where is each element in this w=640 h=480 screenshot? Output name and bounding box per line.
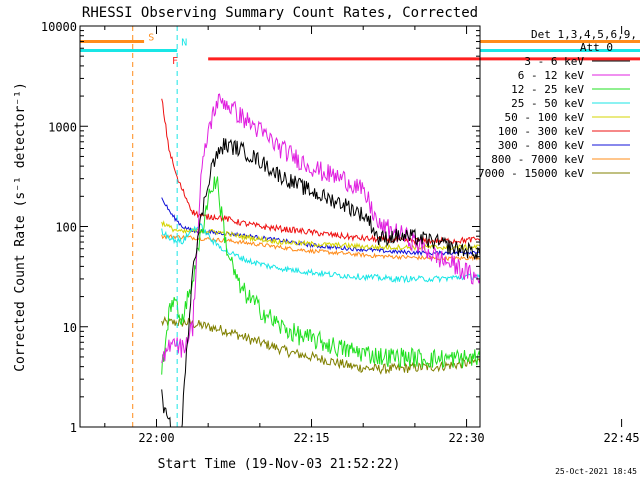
flag-bars: S NF <box>80 33 640 67</box>
legend-entry-label: 800 - 7000 keV <box>491 153 584 166</box>
x-tick-label: 22:30 <box>449 431 485 445</box>
chart-title: RHESSI Observing Summary Count Rates, Co… <box>82 5 478 21</box>
series-line-3 <box>161 223 480 284</box>
legend-entry-label: 6 - 12 keV <box>518 69 585 82</box>
legend-header-line1: Det 1,3,4,5,6,9, <box>531 28 637 41</box>
legend-header-line2: Att 0 <box>580 41 613 54</box>
y-tick-label: 1000 <box>48 120 77 134</box>
series-line-2 <box>161 176 480 375</box>
flag-label-N: N <box>181 37 187 48</box>
x-tick-label: 22:00 <box>138 431 174 445</box>
flag-label-F: F <box>172 56 178 67</box>
x-tick-label: 22:45 <box>604 431 640 445</box>
x-tick-label: 22:15 <box>293 431 329 445</box>
series-line-1 <box>161 93 480 364</box>
y-tick-label: 10 <box>63 321 77 335</box>
legend-entry-label: 12 - 25 keV <box>511 83 584 96</box>
series-line-5 <box>161 98 480 246</box>
timestamp: 25-Oct-2021 18:45 <box>555 467 637 476</box>
series-line-4 <box>161 220 480 251</box>
legend-entry-label: 3 - 6 keV <box>524 55 584 68</box>
legend-entry-label: 7000 - 15000 keV <box>478 167 584 180</box>
legend-entry-label: 100 - 300 keV <box>498 125 584 138</box>
axes: 22:0022:1522:3022:4523:0023:1523:3011010… <box>41 20 640 445</box>
flag-label-S: S <box>148 33 154 44</box>
series-line-7 <box>161 234 480 262</box>
y-tick-label: 10000 <box>41 20 77 34</box>
legend-entry-label: 300 - 800 keV <box>498 139 584 152</box>
y-tick-label: 100 <box>55 221 77 235</box>
legend-entry-label: 25 - 50 keV <box>511 97 584 110</box>
legend-entry-label: 50 - 100 keV <box>505 111 585 124</box>
y-axis-label: Corrected Count Rate (s⁻¹ detector⁻¹) <box>13 82 28 372</box>
series-line-8 <box>161 315 480 375</box>
series-line-0 <box>161 138 480 427</box>
plot-area <box>132 26 480 427</box>
y-tick-label: 1 <box>70 421 77 435</box>
x-axis-label: Start Time (19-Nov-03 21:52:22) <box>158 457 401 472</box>
